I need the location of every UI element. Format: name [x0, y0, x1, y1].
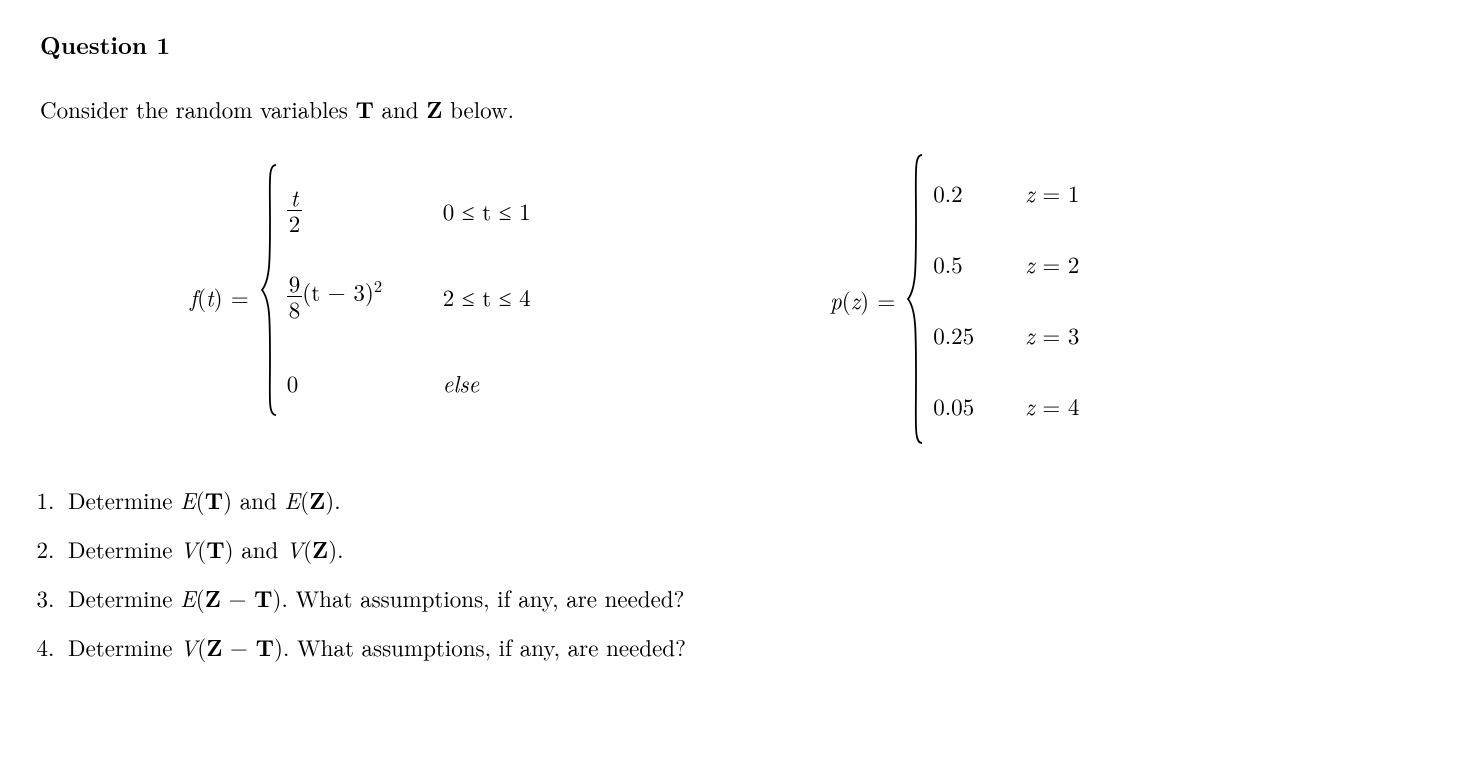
- p-case-2-condval: 2: [1068, 247, 1080, 280]
- q4-post: . What assumptions, if any, are needed?: [283, 630, 686, 663]
- f-definition: f(t) = t 2 0 ≤ t ≤ 1: [40, 161, 760, 431]
- f-case-3-val: 0: [287, 366, 407, 399]
- q2-V: V: [180, 532, 197, 565]
- p-case-4-condval: 4: [1068, 389, 1080, 422]
- intro-T: T: [355, 92, 373, 125]
- question-list: Determine E(T) and E(Z). Determine V(T) …: [62, 483, 1432, 663]
- q2-post: .: [337, 532, 343, 565]
- q2-pre: Determine: [68, 532, 180, 565]
- f-case-1: t 2 0 ≤ t ≤ 1: [287, 167, 531, 253]
- q3-post: . What assumptions, if any, are needed?: [281, 581, 684, 614]
- f-case-2-sup: 2: [374, 273, 382, 297]
- f-case-3: 0 else: [287, 339, 531, 425]
- q2-Z: Z: [312, 532, 328, 565]
- f-lhs: f(t) =: [190, 280, 249, 313]
- p-lhs-var: z: [851, 283, 860, 316]
- q2-T: T: [206, 532, 224, 565]
- q1-E: E: [180, 483, 196, 516]
- f-case-2: 9 8 (t − 3)2 2 ≤ t ≤ 4: [287, 253, 531, 339]
- p-case-3-condval: 3: [1068, 318, 1080, 351]
- p-brace: 0.2 z = 1 0.5 z = 2 0.25 z = 3 0.05 z = …: [905, 151, 1079, 447]
- q1-T: T: [205, 483, 223, 516]
- p-lhs: p(z) =: [830, 283, 895, 316]
- q1-lpar: (: [196, 483, 205, 516]
- left-brace-icon: [259, 161, 279, 419]
- question-item-4: Determine V(Z − T). What assumptions, if…: [62, 630, 1432, 663]
- q3-T: T: [254, 581, 272, 614]
- p-case-1-condval: 1: [1068, 176, 1080, 209]
- p-case-1: 0.2 z = 1: [933, 157, 1079, 227]
- q4-T: T: [256, 630, 274, 663]
- q3-pre: Determine: [68, 581, 180, 614]
- definitions-row: f(t) = t 2 0 ≤ t ≤ 1: [40, 161, 1432, 447]
- q2-mid: and: [234, 532, 286, 565]
- intro-post: below.: [442, 92, 514, 125]
- q1-pre: Determine: [68, 483, 180, 516]
- frac-t-over-2: t 2: [287, 185, 303, 234]
- p-case-1-val: 0.2: [933, 176, 989, 209]
- q1-E2: E: [285, 483, 301, 516]
- q4-V: V: [180, 630, 197, 663]
- q3-minus: −: [221, 581, 254, 614]
- q4-lpar: (: [197, 630, 206, 663]
- p-case-3-var: z: [1025, 318, 1034, 351]
- frac-den: 2: [287, 210, 303, 235]
- f-lhs-func: f: [190, 280, 197, 313]
- left-brace-icon: [905, 151, 925, 447]
- p-case-1-var: z: [1025, 176, 1034, 209]
- f-lhs-var: t: [206, 280, 214, 313]
- intro-mid: and: [374, 92, 426, 125]
- f-case-2-cond: 2 ≤ t ≤ 4: [443, 280, 531, 313]
- intro-pre: Consider the random variables: [40, 92, 355, 125]
- q1-rpar: ): [223, 483, 232, 516]
- frac-9-over-8: 9 8: [287, 271, 303, 320]
- q2-V2: V: [286, 532, 303, 565]
- q1-rpar2: ): [325, 483, 334, 516]
- q1-Z: Z: [309, 483, 325, 516]
- p-case-2-val: 0.5: [933, 247, 989, 280]
- p-case-4-var: z: [1025, 389, 1034, 422]
- f-brace: t 2 0 ≤ t ≤ 1 9 8 (t − 3)2: [259, 161, 531, 431]
- p-case-3-val: 0.25: [933, 318, 989, 351]
- p-lhs-func: p: [830, 283, 842, 316]
- q4-pre: Determine: [68, 630, 180, 663]
- q1-mid: and: [232, 483, 284, 516]
- q2-lpar: (: [197, 532, 206, 565]
- q3-lpar: (: [196, 581, 205, 614]
- intro-text: Consider the random variables T and Z be…: [40, 92, 1432, 125]
- f-case-2-rest: (t − 3): [302, 275, 374, 308]
- q2-rpar2: ): [328, 532, 337, 565]
- q3-E: E: [180, 581, 196, 614]
- intro-Z: Z: [426, 92, 442, 125]
- q4-rpar: ): [274, 630, 283, 663]
- question-title: Question 1: [40, 28, 1432, 62]
- p-case-2-var: z: [1025, 247, 1034, 280]
- q4-Z: Z: [206, 630, 222, 663]
- p-case-2: 0.5 z = 2: [933, 228, 1079, 298]
- question-item-2: Determine V(T) and V(Z).: [62, 532, 1432, 565]
- p-case-3: 0.25 z = 3: [933, 300, 1079, 370]
- q4-minus: −: [222, 630, 255, 663]
- f-case-1-cond: 0 ≤ t ≤ 1: [443, 194, 531, 227]
- question-item-3: Determine E(Z − T). What assumptions, if…: [62, 581, 1432, 614]
- frac-den: 8: [287, 296, 303, 321]
- q2-rpar: ): [225, 532, 234, 565]
- p-case-4-val: 0.05: [933, 389, 989, 422]
- q1-lpar2: (: [300, 483, 309, 516]
- f-case-3-cond: else: [443, 366, 479, 399]
- q3-Z: Z: [205, 581, 221, 614]
- q1-post: .: [334, 483, 340, 516]
- q2-lpar2: (: [303, 532, 312, 565]
- question-item-1: Determine E(T) and E(Z).: [62, 483, 1432, 516]
- p-definition: p(z) = 0.2 z = 1 0.5 z = 2: [820, 151, 1340, 447]
- p-case-4: 0.05 z = 4: [933, 371, 1079, 441]
